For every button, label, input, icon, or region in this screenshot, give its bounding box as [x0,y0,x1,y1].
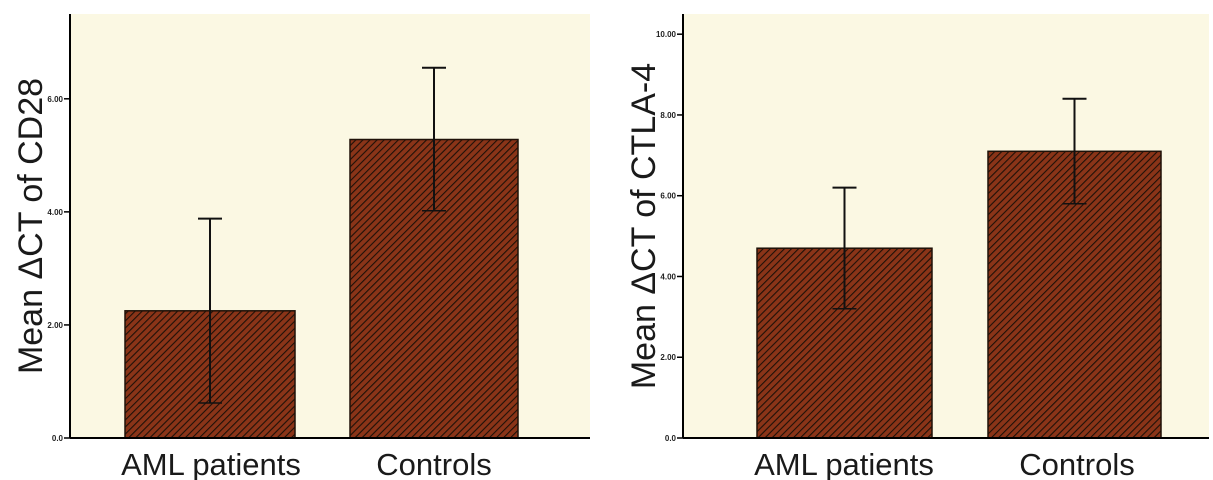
chart-cd28: Mean ΔCT of CD28 AML patients Controls 0… [12,14,590,480]
y-tick-label-cd28-0: 0.0 [52,434,64,443]
x-tick-label-controls-cd28: Controls [376,447,491,480]
y-tick-label-ctla4-2: 4.00 [660,272,676,281]
y-tick-label-ctla4-1: 2.00 [660,353,676,362]
y-tick-label-cd28-3: 6.00 [47,95,63,104]
y-tick-label-ctla4-0: 0.0 [665,434,677,443]
y-axis-label-cd28: Mean ΔCT of CD28 [12,78,50,374]
y-tick-label-cd28-1: 2.00 [47,321,63,330]
x-tick-label-aml-patients-cd28: AML patients [121,447,301,480]
x-tick-label-aml-patients-ctla4: AML patients [754,447,934,480]
y-tick-label-ctla4-3: 6.00 [660,192,676,201]
y-tick-label-ctla4-5: 10.00 [656,30,677,39]
y-tick-label-cd28-2: 4.00 [47,208,63,217]
y-tick-label-ctla4-4: 8.00 [660,111,676,120]
chart-ctla4: Mean ΔCT of CTLA-4 AML patients Controls… [625,14,1209,480]
y-axis-label-ctla4: Mean ΔCT of CTLA-4 [625,63,663,389]
x-tick-label-controls-ctla4: Controls [1019,447,1134,480]
